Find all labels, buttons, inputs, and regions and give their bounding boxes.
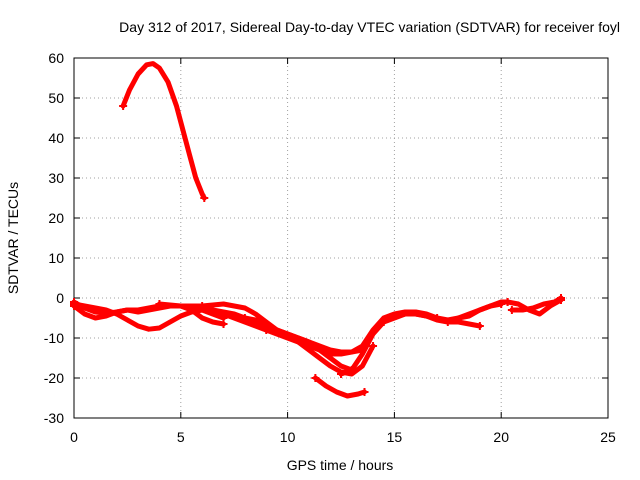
y-tick-label: -30 [44, 410, 64, 426]
series-point-marker [503, 298, 512, 306]
series-point-marker [198, 302, 207, 310]
series-arc-m [509, 295, 564, 313]
x-tick-label: 10 [280, 429, 296, 445]
series-point-marker [240, 314, 249, 322]
axis-ticks: 0 5 10 15 20 25 -30 -20 -10 0 10 20 30 40 50 60 [44, 50, 616, 445]
y-tick-label: 40 [48, 130, 64, 146]
chart-title: Day 312 of 2017, Sidereal Day-to-day VTE… [119, 19, 620, 35]
y-axis-title: SDTVAR / TECUs [5, 182, 21, 294]
series-arc-b [71, 303, 226, 327]
grid [74, 58, 608, 418]
series-point-marker [475, 322, 484, 330]
series-point-marker [311, 374, 320, 382]
y-tick-label: -10 [44, 330, 64, 346]
series-point-marker [119, 102, 128, 110]
series-arc-high [120, 61, 207, 201]
x-tick-label: 5 [177, 429, 185, 445]
series-point-marker [443, 318, 452, 326]
series-point-marker [337, 370, 345, 378]
plot-frame [73, 57, 609, 419]
y-tick-label: 30 [48, 170, 64, 186]
x-axis-title: GPS time / hours [287, 457, 394, 473]
series-point-marker [70, 300, 78, 308]
data-series [70, 61, 566, 399]
series-point-marker [219, 320, 228, 328]
series-point-marker [200, 194, 209, 202]
series-point-marker [557, 294, 566, 302]
y-tick-label: 0 [56, 290, 64, 306]
y-tick-label: -20 [44, 370, 64, 386]
series-point-marker [507, 306, 516, 314]
x-tick-label: 15 [387, 429, 403, 445]
series-arc-h [312, 375, 367, 399]
series-point-marker [360, 388, 369, 396]
x-tick-label: 20 [493, 429, 509, 445]
y-tick-label: 20 [48, 210, 64, 226]
x-tick-label: 0 [70, 429, 78, 445]
y-tick-label: 10 [48, 250, 64, 266]
series-point-marker [369, 342, 378, 350]
series-arc-g [242, 309, 440, 357]
x-tick-label: 25 [600, 429, 616, 445]
series-point-marker [155, 300, 164, 308]
series-point-marker [219, 310, 228, 318]
series-point-marker [379, 318, 388, 326]
y-tick-label: 50 [48, 90, 64, 106]
y-tick-label: 60 [48, 50, 64, 66]
series-arc-k [445, 299, 511, 325]
